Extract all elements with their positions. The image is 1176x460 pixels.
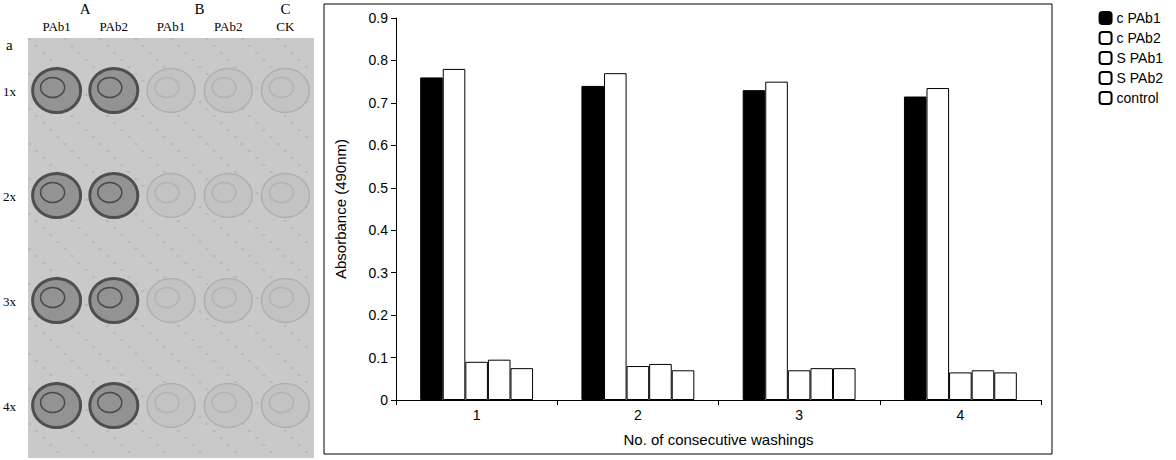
svg-text:a: a xyxy=(6,37,13,53)
svg-text:0.1: 0.1 xyxy=(369,350,389,366)
svg-text:Absorbance (490nm): Absorbance (490nm) xyxy=(332,139,349,279)
svg-text:CK: CK xyxy=(276,19,295,34)
svg-text:0.3: 0.3 xyxy=(369,265,389,281)
svg-text:0.2: 0.2 xyxy=(369,307,389,323)
svg-text:2: 2 xyxy=(634,407,642,423)
svg-text:1x: 1x xyxy=(3,84,17,99)
svg-text:A: A xyxy=(80,1,91,17)
svg-text:3: 3 xyxy=(795,407,803,423)
svg-text:0.5: 0.5 xyxy=(369,180,389,196)
svg-text:4: 4 xyxy=(956,407,964,423)
svg-text:S PAb1: S PAb1 xyxy=(1117,50,1164,66)
svg-text:PAb2: PAb2 xyxy=(214,19,242,34)
svg-text:c PAb1: c PAb1 xyxy=(1117,10,1161,26)
svg-text:2x: 2x xyxy=(3,189,17,204)
svg-text:1: 1 xyxy=(473,407,481,423)
svg-text:control: control xyxy=(1117,90,1159,106)
svg-text:C: C xyxy=(280,1,290,17)
svg-text:0.6: 0.6 xyxy=(369,137,389,153)
svg-text:0.7: 0.7 xyxy=(369,95,389,111)
svg-text:PAb2: PAb2 xyxy=(100,19,128,34)
svg-text:PAb1: PAb1 xyxy=(157,19,185,34)
svg-text:No. of consecutive washings: No. of consecutive washings xyxy=(623,431,813,448)
svg-text:0.9: 0.9 xyxy=(369,10,389,26)
svg-text:0.8: 0.8 xyxy=(369,52,389,68)
svg-text:3x: 3x xyxy=(3,294,17,309)
svg-text:S PAb2: S PAb2 xyxy=(1117,70,1164,86)
svg-text:B: B xyxy=(195,1,205,17)
svg-text:0: 0 xyxy=(380,392,388,408)
svg-text:0.4: 0.4 xyxy=(369,222,389,238)
svg-text:c PAb2: c PAb2 xyxy=(1117,30,1161,46)
svg-text:PAb1: PAb1 xyxy=(42,19,70,34)
svg-text:4x: 4x xyxy=(3,399,17,414)
